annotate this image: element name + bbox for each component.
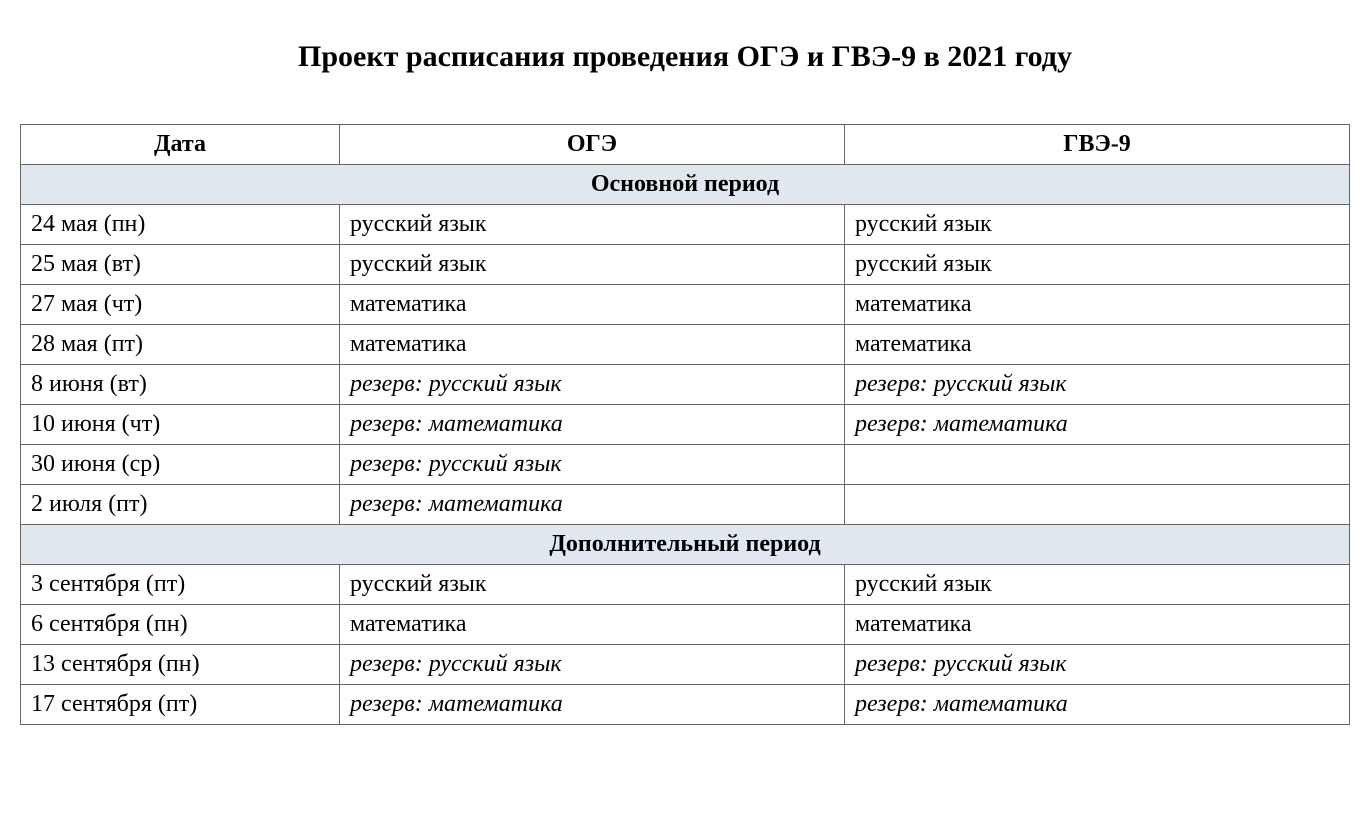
cell-oge: резерв: математика <box>339 485 844 525</box>
cell-gve: русский язык <box>844 565 1349 605</box>
cell-gve <box>844 445 1349 485</box>
section-header-cell: Дополнительный период <box>21 525 1350 565</box>
cell-gve: резерв: русский язык <box>844 365 1349 405</box>
schedule-table: Дата ОГЭ ГВЭ-9 Основной период24 мая (пн… <box>20 124 1350 725</box>
cell-gve: резерв: математика <box>844 685 1349 725</box>
cell-oge: резерв: математика <box>339 685 844 725</box>
table-row: 28 мая (пт)математикаматематика <box>21 325 1350 365</box>
page-title: Проект расписания проведения ОГЭ и ГВЭ-9… <box>20 40 1350 74</box>
table-row: 17 сентября (пт)резерв: математикарезерв… <box>21 685 1350 725</box>
cell-date: 10 июня (чт) <box>21 405 340 445</box>
cell-date: 6 сентября (пн) <box>21 605 340 645</box>
cell-gve: математика <box>844 605 1349 645</box>
cell-gve <box>844 485 1349 525</box>
table-body: Основной период24 мая (пн)русский языкру… <box>21 165 1350 725</box>
cell-oge: резерв: математика <box>339 405 844 445</box>
cell-date: 30 июня (ср) <box>21 445 340 485</box>
table-row: 8 июня (вт)резерв: русский языкрезерв: р… <box>21 365 1350 405</box>
cell-gve: русский язык <box>844 205 1349 245</box>
cell-date: 17 сентября (пт) <box>21 685 340 725</box>
table-row: 24 мая (пн)русский языкрусский язык <box>21 205 1350 245</box>
cell-oge: резерв: русский язык <box>339 445 844 485</box>
table-row: 2 июля (пт)резерв: математика <box>21 485 1350 525</box>
cell-gve: резерв: математика <box>844 405 1349 445</box>
cell-date: 24 мая (пн) <box>21 205 340 245</box>
cell-oge: математика <box>339 285 844 325</box>
section-header-row: Основной период <box>21 165 1350 205</box>
cell-gve: резерв: русский язык <box>844 645 1349 685</box>
cell-oge: русский язык <box>339 205 844 245</box>
table-row: 13 сентября (пн)резерв: русский языкрезе… <box>21 645 1350 685</box>
cell-gve: математика <box>844 285 1349 325</box>
table-header-row: Дата ОГЭ ГВЭ-9 <box>21 125 1350 165</box>
cell-date: 13 сентября (пн) <box>21 645 340 685</box>
section-header-cell: Основной период <box>21 165 1350 205</box>
cell-date: 27 мая (чт) <box>21 285 340 325</box>
cell-gve: русский язык <box>844 245 1349 285</box>
cell-oge: русский язык <box>339 245 844 285</box>
table-row: 25 мая (вт)русский языкрусский язык <box>21 245 1350 285</box>
table-row: 6 сентября (пн)математикаматематика <box>21 605 1350 645</box>
cell-date: 28 мая (пт) <box>21 325 340 365</box>
table-row: 30 июня (ср)резерв: русский язык <box>21 445 1350 485</box>
cell-oge: резерв: русский язык <box>339 645 844 685</box>
cell-oge: математика <box>339 325 844 365</box>
cell-date: 25 мая (вт) <box>21 245 340 285</box>
column-header-date: Дата <box>21 125 340 165</box>
cell-oge: русский язык <box>339 565 844 605</box>
cell-oge: резерв: русский язык <box>339 365 844 405</box>
table-row: 3 сентября (пт)русский языкрусский язык <box>21 565 1350 605</box>
table-row: 27 мая (чт)математикаматематика <box>21 285 1350 325</box>
cell-date: 3 сентября (пт) <box>21 565 340 605</box>
cell-date: 8 июня (вт) <box>21 365 340 405</box>
cell-gve: математика <box>844 325 1349 365</box>
table-row: 10 июня (чт)резерв: математикарезерв: ма… <box>21 405 1350 445</box>
column-header-oge: ОГЭ <box>339 125 844 165</box>
cell-date: 2 июля (пт) <box>21 485 340 525</box>
column-header-gve: ГВЭ-9 <box>844 125 1349 165</box>
section-header-row: Дополнительный период <box>21 525 1350 565</box>
cell-oge: математика <box>339 605 844 645</box>
